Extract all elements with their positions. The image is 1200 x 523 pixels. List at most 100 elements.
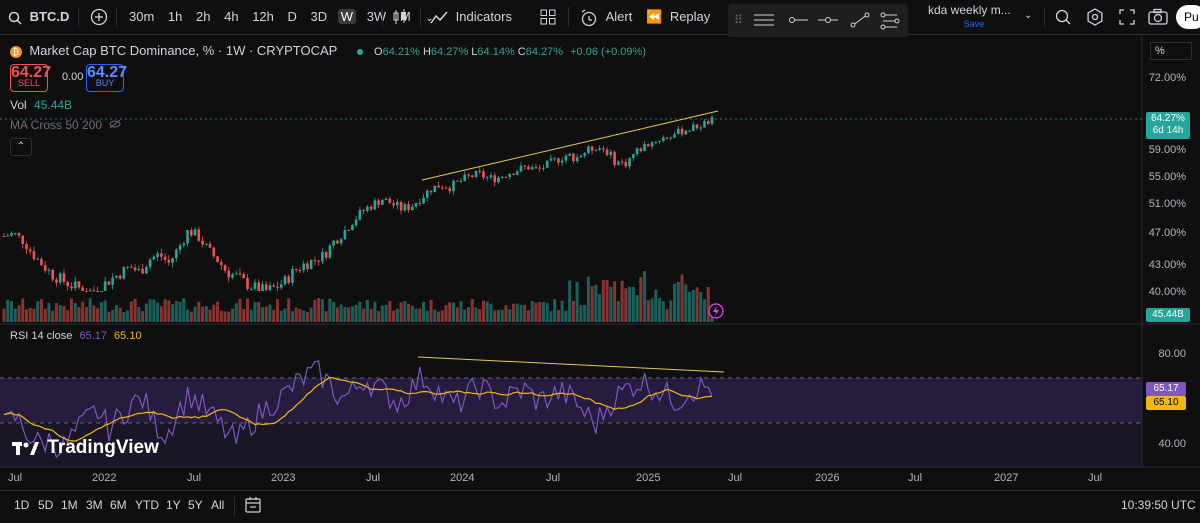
goto-date-icon[interactable] (244, 496, 262, 514)
ma-cross-legend[interactable]: MA Cross 50 200 (10, 118, 121, 132)
rsi-ma-value: 65.10 (114, 330, 142, 342)
candle-body (43, 265, 47, 271)
volume-bar (163, 299, 167, 322)
range-1y[interactable]: 1Y (166, 498, 181, 512)
volume-bar (448, 302, 452, 322)
layout-name[interactable]: kda weekly m... Save (928, 3, 1020, 33)
range-5y[interactable]: 5Y (188, 498, 203, 512)
replay-button[interactable]: ⏪ Replay (646, 6, 710, 28)
horizontal-lines-icon[interactable] (754, 12, 774, 28)
quick-search-icon[interactable] (1054, 8, 1072, 26)
candles (2, 114, 714, 292)
candle-body (534, 167, 538, 169)
candle-body (388, 198, 392, 204)
candle-body (36, 258, 40, 260)
timeframe-4h[interactable]: 4h (224, 9, 239, 24)
chevron-down-icon[interactable]: ⌄ (425, 13, 434, 24)
volume-bar (613, 281, 617, 322)
change-value: +0.06 (+0.09%) (570, 46, 646, 58)
publish-button[interactable]: Pu (1176, 5, 1200, 29)
range-ytd[interactable]: YTD (135, 498, 159, 512)
candle-body (676, 128, 680, 135)
candle-body (287, 276, 290, 283)
volume-bar (481, 300, 485, 322)
time-axis-label: Jul (187, 472, 202, 484)
timeframe-30m[interactable]: 30m (129, 9, 155, 24)
rsi-legend[interactable]: RSI 14 close 65.17 65.10 (10, 330, 142, 342)
volume-bar (317, 298, 321, 322)
camera-icon[interactable] (1148, 8, 1168, 26)
symbol-search[interactable]: BTC.D (8, 6, 69, 28)
volume-bar (410, 305, 414, 322)
fullscreen-icon[interactable] (1118, 8, 1136, 26)
timeframe-d[interactable]: D (287, 9, 297, 24)
horizontal-ray-icon[interactable] (788, 12, 808, 28)
range-1m[interactable]: 1M (61, 498, 78, 512)
candle-body (81, 287, 84, 291)
templates-button[interactable] (540, 6, 556, 28)
time-axis-label: 2023 (271, 472, 296, 484)
volume-legend[interactable]: Vol 45.44B (10, 98, 72, 112)
current-price-tag: 64.27% 6d 14h (1146, 112, 1190, 139)
bottom-toolbar: 1D 5D 1M 3M 6M YTD 1Y 5Y All 10:39:50 UT… (0, 490, 1200, 523)
divider (78, 7, 79, 27)
volume-bar (395, 308, 399, 322)
volume-bar (343, 307, 347, 322)
volume-bar (354, 304, 358, 322)
range-6m[interactable]: 6M (110, 498, 127, 512)
hidden-eye-icon[interactable] (109, 118, 121, 132)
volume-bar (223, 311, 227, 322)
volume-bar (511, 303, 515, 322)
alert-button[interactable]: Alert (580, 6, 632, 28)
volume-bar (152, 299, 156, 322)
buy-label: BUY (95, 78, 115, 88)
chevron-down-icon[interactable]: ⌄ (1024, 10, 1033, 21)
lightning-icon[interactable] (708, 303, 724, 319)
range-all[interactable]: All (211, 498, 225, 512)
candle-body (294, 269, 298, 271)
range-1d[interactable]: 1D (14, 498, 30, 512)
settings-gear-icon[interactable] (1086, 8, 1104, 26)
candle-body (219, 262, 223, 266)
sell-button[interactable]: 64.27 SELL (10, 64, 51, 92)
scale-mode-box[interactable]: % (1150, 42, 1192, 60)
high-value: 64.27% (430, 46, 469, 58)
clock-time[interactable]: 10:39:50 UTC (1121, 498, 1196, 512)
candle-body (178, 245, 182, 250)
candle-body (145, 266, 148, 274)
drag-handle-icon[interactable]: ⠿ (734, 13, 743, 27)
volume-bar (485, 301, 489, 322)
timeframe-w[interactable]: W (337, 9, 357, 24)
candle-body (366, 206, 369, 211)
range-5d[interactable]: 5D (38, 498, 54, 512)
collapse-legend-button[interactable]: ⌃ (10, 138, 32, 156)
price-scale-label: 55.00% (1148, 171, 1186, 183)
rsi-trend-line[interactable] (417, 356, 725, 373)
volume-bar (556, 310, 560, 322)
timeframe-3d[interactable]: 3D (310, 9, 328, 24)
candle-body (17, 232, 21, 236)
sell-label: SELL (17, 78, 41, 88)
buy-button[interactable]: 64.27 BUY (86, 64, 127, 92)
trend-line-icon[interactable] (850, 12, 870, 28)
volume-bar (444, 305, 448, 322)
price-chart[interactable] (0, 0, 1200, 490)
timeframe-1h[interactable]: 1h (167, 9, 183, 24)
series-title[interactable]: Market Cap BTC Dominance, % · 1W · CRYPT… (29, 43, 338, 58)
path-tool-icon[interactable] (880, 12, 900, 30)
candle-body (467, 174, 470, 176)
volume-bar (549, 311, 553, 322)
candle-body (373, 200, 377, 210)
compare-button[interactable] (90, 6, 108, 28)
volume-bar (58, 305, 62, 322)
timeframe-2h[interactable]: 2h (196, 9, 211, 24)
timeframe-3w[interactable]: 3W (366, 9, 387, 24)
indicators-button[interactable]: Indicators (430, 6, 512, 28)
candle-body (710, 117, 714, 125)
price-trend-line[interactable] (421, 110, 719, 181)
chart-type-button[interactable] (392, 6, 408, 28)
horizontal-line-icon[interactable] (818, 12, 838, 28)
candle-body (530, 167, 534, 170)
timeframe-12h[interactable]: 12h (252, 9, 274, 24)
range-3m[interactable]: 3M (86, 498, 103, 512)
